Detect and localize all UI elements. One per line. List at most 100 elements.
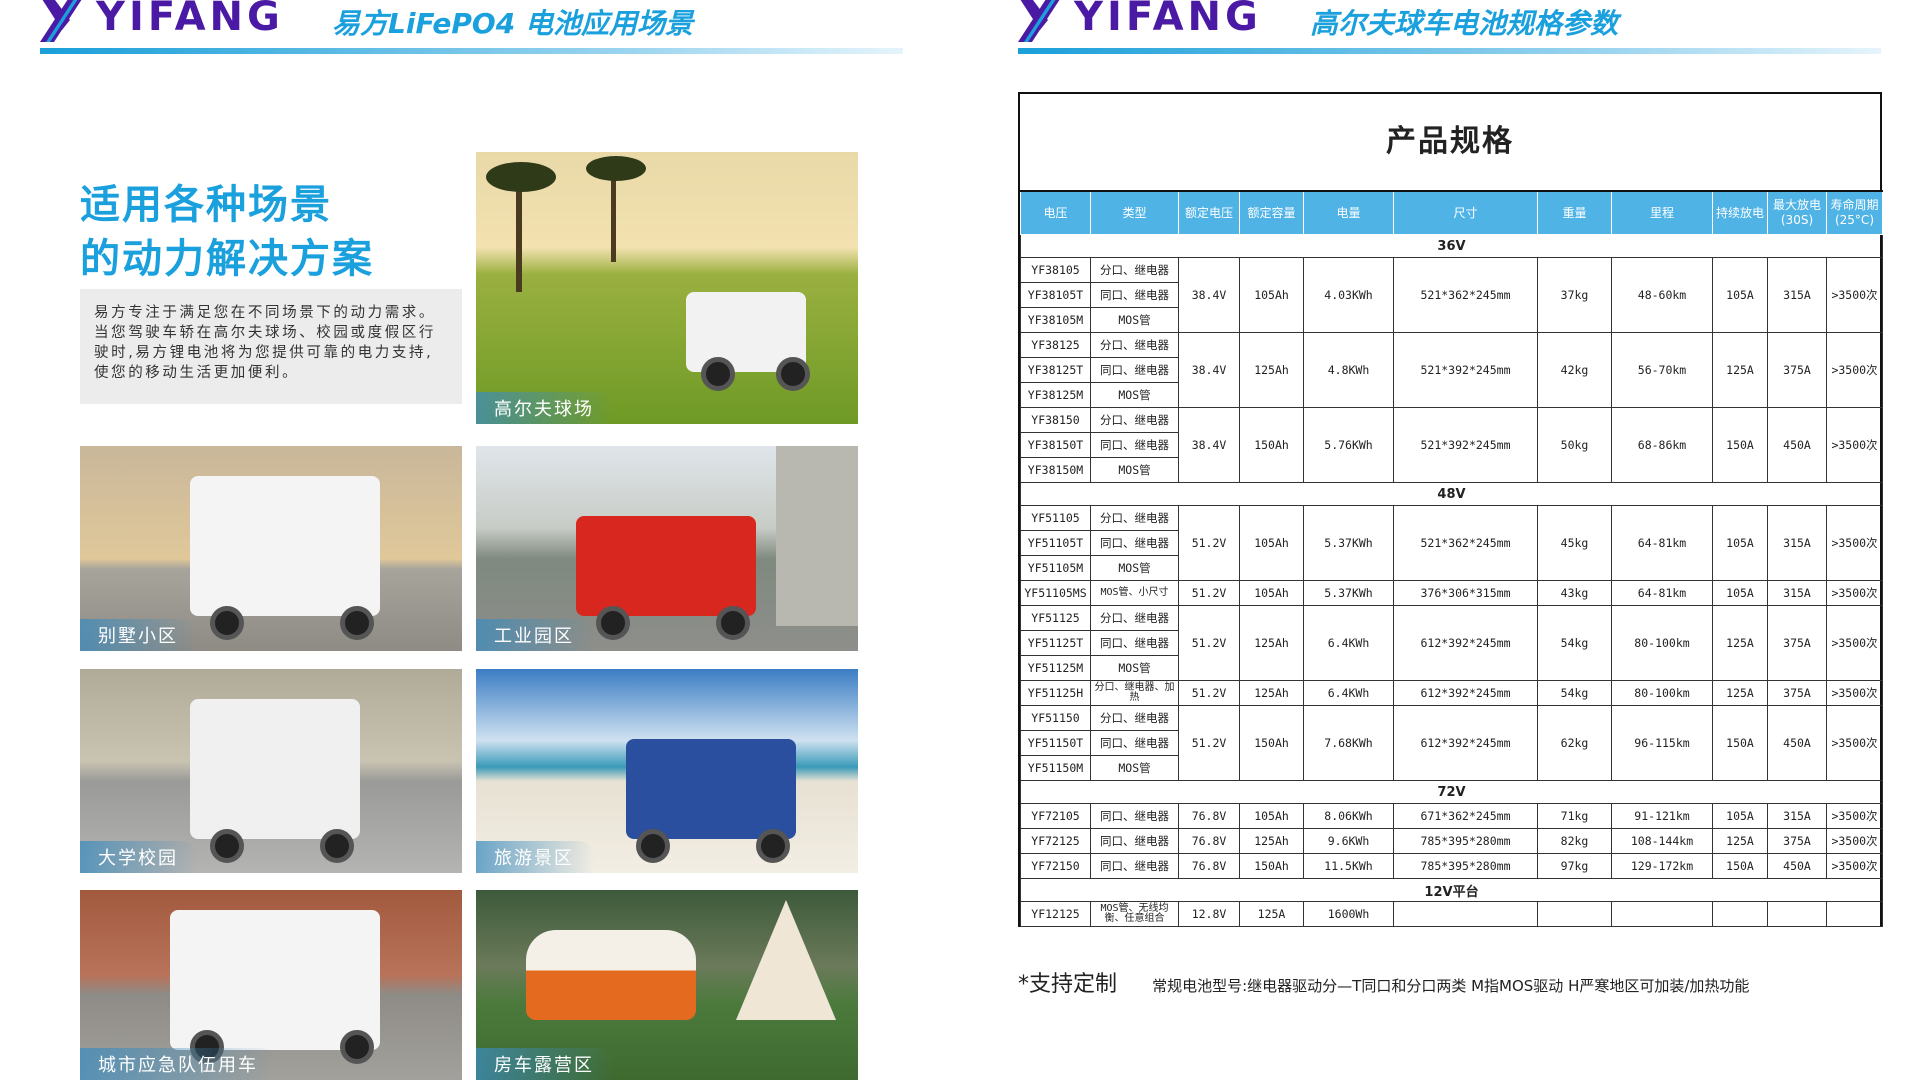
weight-cell: 50kg — [1537, 407, 1612, 483]
rated-voltage-cell: 38.4V — [1178, 257, 1240, 333]
weight-cell: 37kg — [1537, 257, 1612, 333]
model-cell: YF51105T — [1020, 530, 1091, 556]
energy-cell: 5.37KWh — [1303, 580, 1394, 606]
size-cell: 612*392*245mm — [1393, 680, 1538, 706]
weight-cell: 43kg — [1537, 580, 1612, 606]
table-row: YF38105M MOS管 — [1020, 307, 1883, 333]
table-row: YF38125 分口、继电器 38.4V 125Ah 4.8KWh 521*392*245… — [1020, 332, 1883, 408]
custom-label: *支持定制 — [1018, 972, 1118, 997]
model-cell: YF38150M — [1020, 457, 1091, 483]
rated-capacity-cell: 105Ah — [1239, 580, 1304, 606]
headline-line: 适用各种场景 — [80, 182, 332, 228]
column-header: 电压 — [1020, 190, 1091, 235]
left-header: YIFANG 易方LiFePO4 电池应用场景 — [40, 0, 903, 56]
range-cell: 129-172km — [1611, 853, 1713, 879]
max-discharge-cell: 315A — [1767, 580, 1827, 606]
weight-cell: 54kg — [1537, 680, 1612, 706]
rated-voltage-cell: 38.4V — [1178, 407, 1240, 483]
headline-line: 的动力解决方案 — [80, 236, 374, 282]
energy-cell: 6.4KWh — [1303, 680, 1394, 706]
type-cell: MOS管 — [1090, 755, 1179, 781]
max-discharge-cell: 450A — [1767, 407, 1827, 483]
rated-capacity-cell: 125Ah — [1239, 605, 1304, 681]
column-header: 最大放电(30S) — [1767, 190, 1827, 235]
scene-photo-industrial: 工业园区 — [476, 446, 858, 651]
rated-capacity-cell: 105Ah — [1239, 257, 1304, 333]
type-cell: 同口、继电器 — [1090, 282, 1179, 308]
type-cell: 分口、继电器、加热 — [1090, 680, 1179, 706]
column-header: 重量 — [1537, 190, 1612, 235]
type-cell: 同口、继电器 — [1090, 730, 1179, 756]
continuous-discharge-cell: 105A — [1712, 505, 1768, 581]
size-cell: 612*392*245mm — [1393, 705, 1538, 781]
group-row: 36V — [1020, 234, 1883, 258]
scene-label: 城市应急队伍用车 — [80, 1048, 278, 1080]
energy-cell: 4.8KWh — [1303, 332, 1394, 408]
scene-label: 别墅小区 — [80, 619, 198, 651]
scene-label: 工业园区 — [476, 619, 594, 651]
weight-cell: 54kg — [1537, 605, 1612, 681]
scene-photo-emergency: 城市应急队伍用车 — [80, 890, 462, 1080]
column-header: 尺寸 — [1393, 190, 1538, 235]
range-cell: 64-81km — [1611, 580, 1713, 606]
weight-cell: 82kg — [1537, 828, 1612, 854]
yifang-logo-icon — [40, 0, 84, 42]
type-cell: 同口、继电器 — [1090, 828, 1179, 854]
voltage-group-label: 12V平台 — [1020, 878, 1883, 902]
group-row: 12V平台 — [1020, 878, 1883, 902]
rated-voltage-cell: 12.8V — [1178, 901, 1240, 927]
range-cell: 80-100km — [1611, 680, 1713, 706]
max-discharge-cell: 450A — [1767, 705, 1827, 781]
footer-note: *支持定制 常规电池型号:继电器驱动分—T同口和分口两类 M指MOS驱动 H严寒… — [1018, 966, 1749, 998]
group-row: 48V — [1020, 482, 1883, 506]
table-row: YF38105T 同口、继电器 — [1020, 282, 1883, 308]
type-cell: 同口、继电器 — [1090, 630, 1179, 656]
table-row: YF38150T 同口、继电器 — [1020, 432, 1883, 458]
spec-table-grid: 电压 类型 额定电压 额定容量 电量 尺寸 重量 里程 持续放电 最大放电(30S) 寿命周期(25… — [1020, 190, 1883, 927]
column-header: 寿命周期(25°C) — [1826, 190, 1883, 235]
model-cell: YF72105 — [1020, 803, 1091, 829]
voltage-group-label: 48V — [1020, 482, 1883, 506]
model-cell: YF72125 — [1020, 828, 1091, 854]
rated-capacity-cell: 125A — [1239, 901, 1304, 927]
table-row: YF51105 分口、继电器 51.2V 105Ah 5.37KWh 521*362*24… — [1020, 505, 1883, 581]
cycle-life-cell: >3500次 — [1826, 257, 1883, 333]
energy-cell: 1600Wh — [1303, 901, 1394, 927]
weight-cell — [1537, 901, 1612, 927]
table-row: YF51125M MOS管 — [1020, 655, 1883, 681]
model-cell: YF51150M — [1020, 755, 1091, 781]
cycle-life-cell — [1826, 901, 1883, 927]
column-header: 额定电压 — [1178, 190, 1240, 235]
voltage-group-label: 72V — [1020, 780, 1883, 804]
rated-capacity-cell: 125Ah — [1239, 680, 1304, 706]
model-cell: YF38105M — [1020, 307, 1091, 333]
table-row: YF38150 分口、继电器 38.4V 150Ah 5.76KWh 521*392*24… — [1020, 407, 1883, 483]
type-cell: MOS管 — [1090, 655, 1179, 681]
rated-voltage-cell: 51.2V — [1178, 605, 1240, 681]
intro-text: 易方专注于满足您在不同场景下的动力需求。当您驾驶车轿在高尔夫球场、校园或度假区行… — [80, 289, 462, 404]
type-cell: MOS管 — [1090, 457, 1179, 483]
table-row: YF38150M MOS管 — [1020, 457, 1883, 483]
rated-capacity-cell: 105Ah — [1239, 505, 1304, 581]
scene-photo-camping: 房车露营区 — [476, 890, 858, 1080]
table-row: YF38105 分口、继电器 38.4V 105Ah 4.03KWh 521*362*24… — [1020, 257, 1883, 333]
energy-cell: 7.68KWh — [1303, 705, 1394, 781]
continuous-discharge-cell: 105A — [1712, 803, 1768, 829]
range-cell: 108-144km — [1611, 828, 1713, 854]
model-cell: YF51125T — [1020, 630, 1091, 656]
page-title: 易方LiFePO4 电池应用场景 — [332, 7, 693, 40]
type-cell: MOS管 — [1090, 307, 1179, 333]
range-cell: 96-115km — [1611, 705, 1713, 781]
continuous-discharge-cell: 125A — [1712, 605, 1768, 681]
max-discharge-cell: 375A — [1767, 828, 1827, 854]
table-row: YF51125 分口、继电器 51.2V 125Ah 6.4KWh 612*392*245… — [1020, 605, 1883, 681]
model-cell: YF38150 — [1020, 407, 1091, 433]
column-header: 持续放电 — [1712, 190, 1768, 235]
range-cell: 68-86km — [1611, 407, 1713, 483]
right-header: YIFANG 高尔夫球车电池规格参数 — [1018, 0, 1881, 56]
model-cell: YF51150T — [1020, 730, 1091, 756]
model-cell: YF51150 — [1020, 705, 1091, 731]
type-cell: 分口、继电器 — [1090, 705, 1179, 731]
continuous-discharge-cell: 125A — [1712, 332, 1768, 408]
energy-cell: 8.06KWh — [1303, 803, 1394, 829]
